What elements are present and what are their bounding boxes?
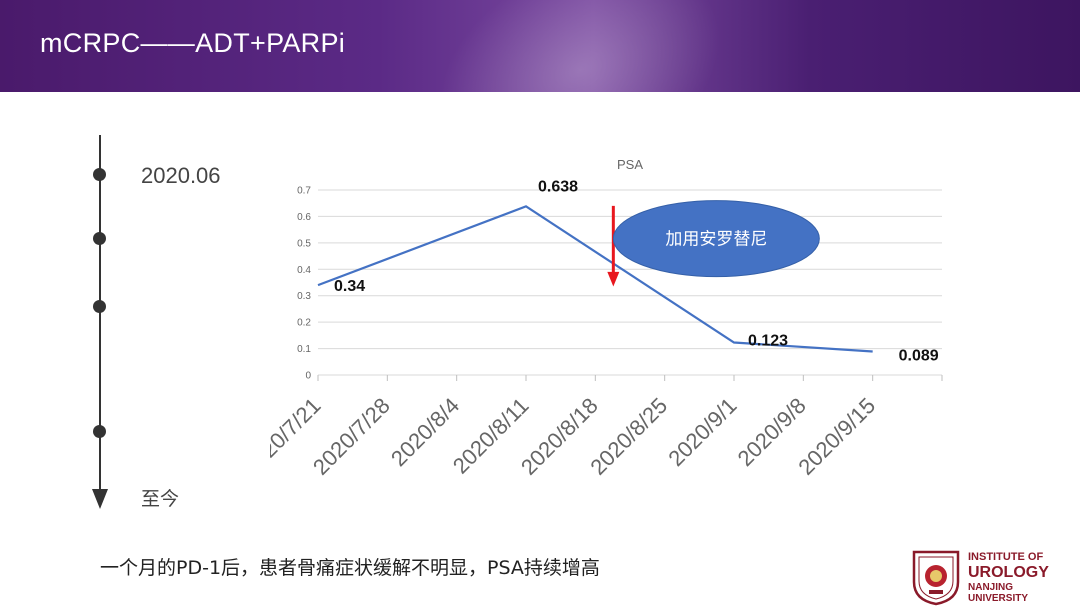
logo-emblem-icon xyxy=(912,550,960,606)
y-tick-label: 0.6 xyxy=(297,212,311,223)
data-label: 0.34 xyxy=(334,278,365,295)
y-tick-label: 0.1 xyxy=(297,344,311,355)
timeline-dot xyxy=(93,300,106,313)
logo-line-3: NANJING xyxy=(968,582,1014,593)
timeline-dot xyxy=(93,425,106,438)
chart-title: PSA xyxy=(617,157,643,172)
university-logo xyxy=(912,550,960,606)
timeline-dot xyxy=(93,168,106,181)
psa-series-line xyxy=(317,205,873,353)
slide-header: mCRPC——ADT+PARPi xyxy=(0,0,1080,92)
y-tick-label: 0.2 xyxy=(297,318,311,329)
logo-line-4: UNIVERSITY xyxy=(968,593,1029,604)
x-tick-label: 2020/7/28 xyxy=(308,393,395,480)
x-tick-label: 2020/8/25 xyxy=(585,393,672,480)
x-tick-label: 2020/9/15 xyxy=(793,393,880,480)
x-tick-label: 2020/9/1 xyxy=(663,393,741,471)
y-tick-label: 0.5 xyxy=(297,238,311,249)
y-tick-label: 0.3 xyxy=(297,291,311,302)
timeline-dot xyxy=(93,232,106,245)
header-highlight xyxy=(388,0,772,92)
annotation-bubble xyxy=(612,200,820,278)
logo-text: INSTITUTE OF UROLOGY NANJING UNIVERSITY xyxy=(968,552,1049,604)
logo-line-1: INSTITUTE OF xyxy=(968,551,1044,563)
slide-title: mCRPC——ADT+PARPi xyxy=(40,28,346,58)
data-label: 0.089 xyxy=(899,347,939,364)
slide-caption: 一个月的PD-1后，患者骨痛症状缓解不明显，PSA持续增高 xyxy=(100,557,600,579)
timeline-end-label: 至今 xyxy=(141,488,180,510)
y-tick-label: 0.4 xyxy=(297,265,311,276)
psa-chart: PSA00.10.20.30.40.50.60.72020/7/212020/7… xyxy=(270,157,943,480)
annotation-arrow-icon xyxy=(607,271,620,287)
y-tick-label: 0.7 xyxy=(297,186,311,197)
logo-line-2: UROLOGY xyxy=(968,564,1049,581)
y-tick-label: 0 xyxy=(305,371,311,382)
data-label: 0.638 xyxy=(538,178,578,195)
timeline-arrow-icon xyxy=(92,489,108,509)
data-label: 0.123 xyxy=(748,332,788,349)
annotation-text: 加用安罗替尼 xyxy=(665,230,767,249)
timeline-start-label: 2020.06 xyxy=(141,163,221,188)
